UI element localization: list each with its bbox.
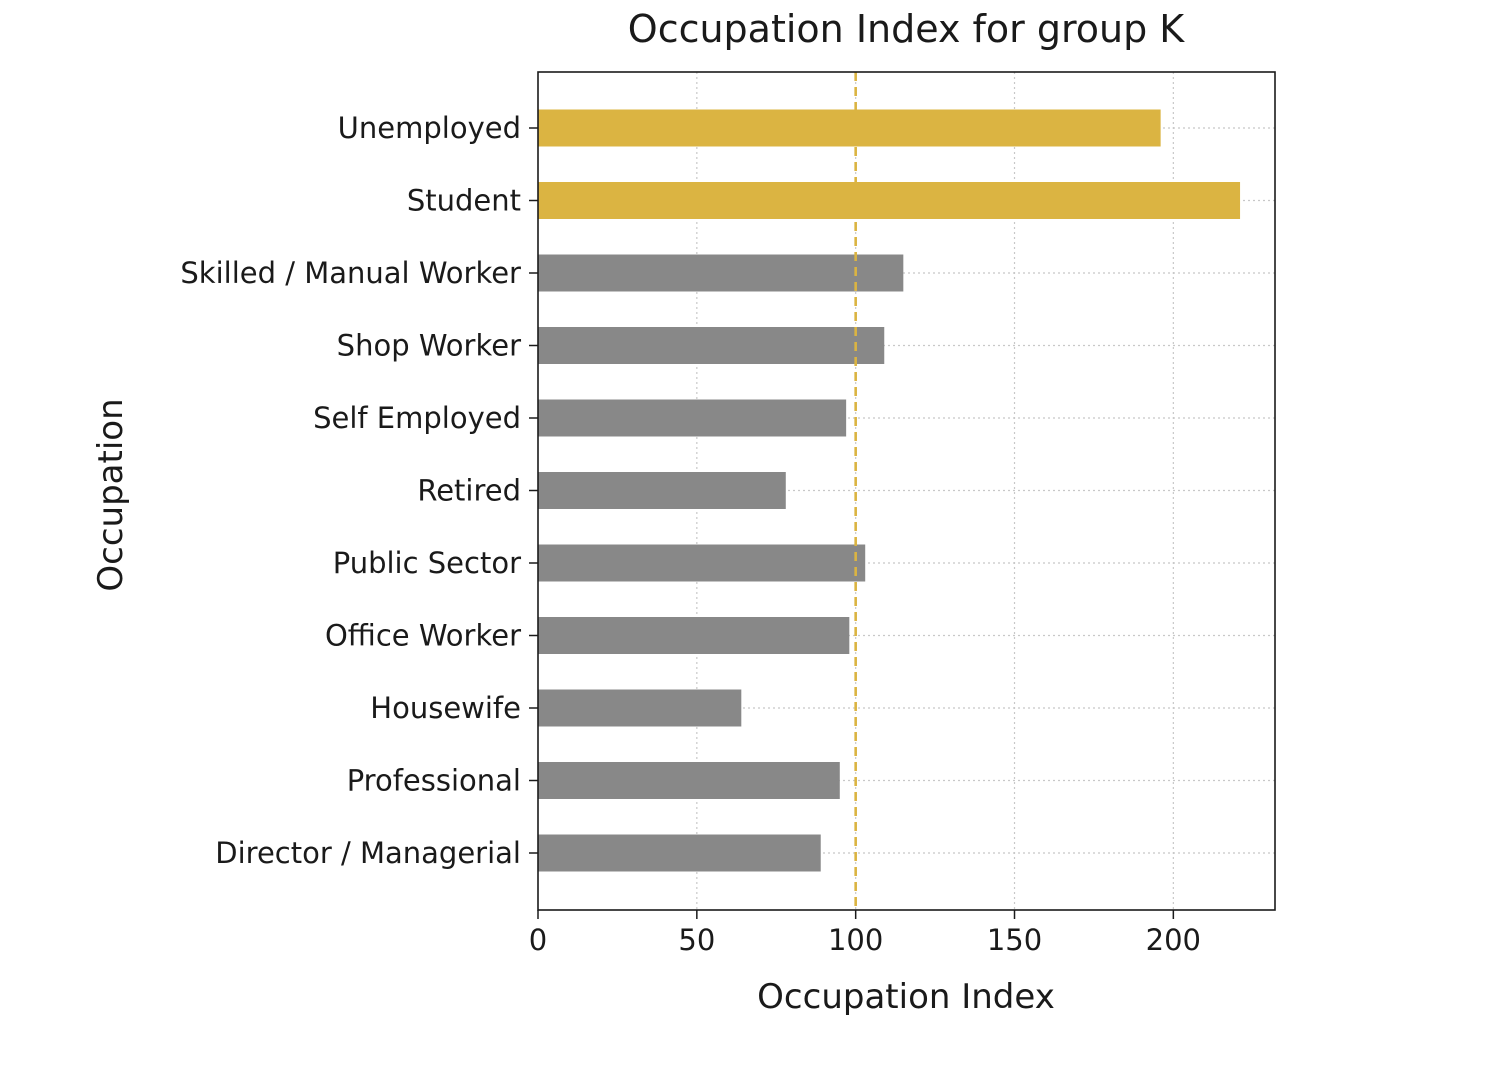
bars [538,109,1241,872]
bar-student [538,182,1241,219]
bar-public-sector [538,544,866,582]
bar-unemployed [538,109,1161,147]
x-axis: 0 50 100 150 200 [529,910,1201,957]
bar-self-employed [538,399,847,437]
x-tick-label: 100 [828,923,883,957]
bar-professional [538,762,840,799]
y-tick-label: Public Sector [333,546,521,580]
y-tick-label: Student [407,184,521,218]
y-axis-label: Occupation [91,398,131,591]
bar-shop-worker [538,327,885,364]
y-tick-label: Unemployed [338,111,521,145]
y-tick-label: Professional [347,764,521,798]
y-axis: Director / Managerial Professional Housewi… [180,111,538,870]
x-tick-label: 50 [678,923,715,957]
bar-skilled-manual-worker [538,254,904,292]
bar-retired [538,472,786,509]
bar-office-worker [538,617,850,654]
y-tick-label: Office Worker [325,619,521,653]
x-tick-label: 150 [987,923,1042,957]
chart-title: Occupation Index for group K [628,7,1186,51]
y-tick-label: Self Employed [313,401,521,435]
y-tick-label: Retired [417,474,521,508]
x-tick-label: 200 [1146,923,1201,957]
bar-housewife [538,689,742,727]
y-tick-label: Housewife [370,691,521,725]
bar-director-managerial [538,834,821,872]
x-tick-label: 0 [529,923,547,957]
y-tick-label: Shop Worker [337,329,521,363]
x-axis-label: Occupation Index [757,977,1055,1017]
y-tick-label: Skilled / Manual Worker [180,256,521,290]
y-tick-label: Director / Managerial [215,836,521,870]
